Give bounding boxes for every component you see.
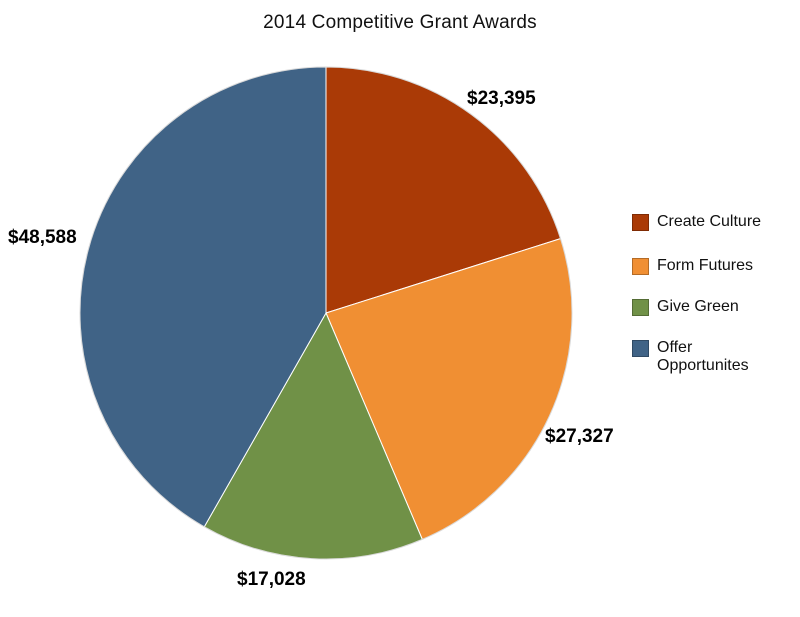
legend-label-give-green: Give Green [657,298,739,315]
data-label-give-green: $17,028 [237,569,306,590]
legend-swatch-give-green [632,299,649,316]
data-label-form-futures: $27,327 [545,426,614,447]
legend-label-create-culture: Create Culture [657,213,762,230]
legend-swatch-offer-opportunites [632,340,649,357]
legend-entry-create-culture: Create Culture [632,213,787,231]
data-label-create-culture: $23,395 [467,88,536,109]
legend-entry-form-futures: Form Futures [632,257,787,275]
legend-swatch-form-futures [632,258,649,275]
pie-slice-give-green [203,312,423,560]
legend-label-offer-opportunites: Offer Opportunites [657,339,749,374]
pie-slice-create-culture [325,66,561,314]
legend-swatch-create-culture [632,214,649,231]
data-label-offer-opportunites: $48,588 [8,227,77,248]
legend-entry-offer-opportunites: Offer Opportunites [632,339,787,375]
legend-entry-give-green: Give Green [632,298,787,316]
legend-label-form-futures: Form Futures [657,257,754,274]
pie-outline [79,66,573,560]
pie-slice-form-futures [325,238,573,540]
pie-slice-offer-opportunites [79,66,327,528]
chart-title: 2014 Competitive Grant Awards [263,12,537,33]
